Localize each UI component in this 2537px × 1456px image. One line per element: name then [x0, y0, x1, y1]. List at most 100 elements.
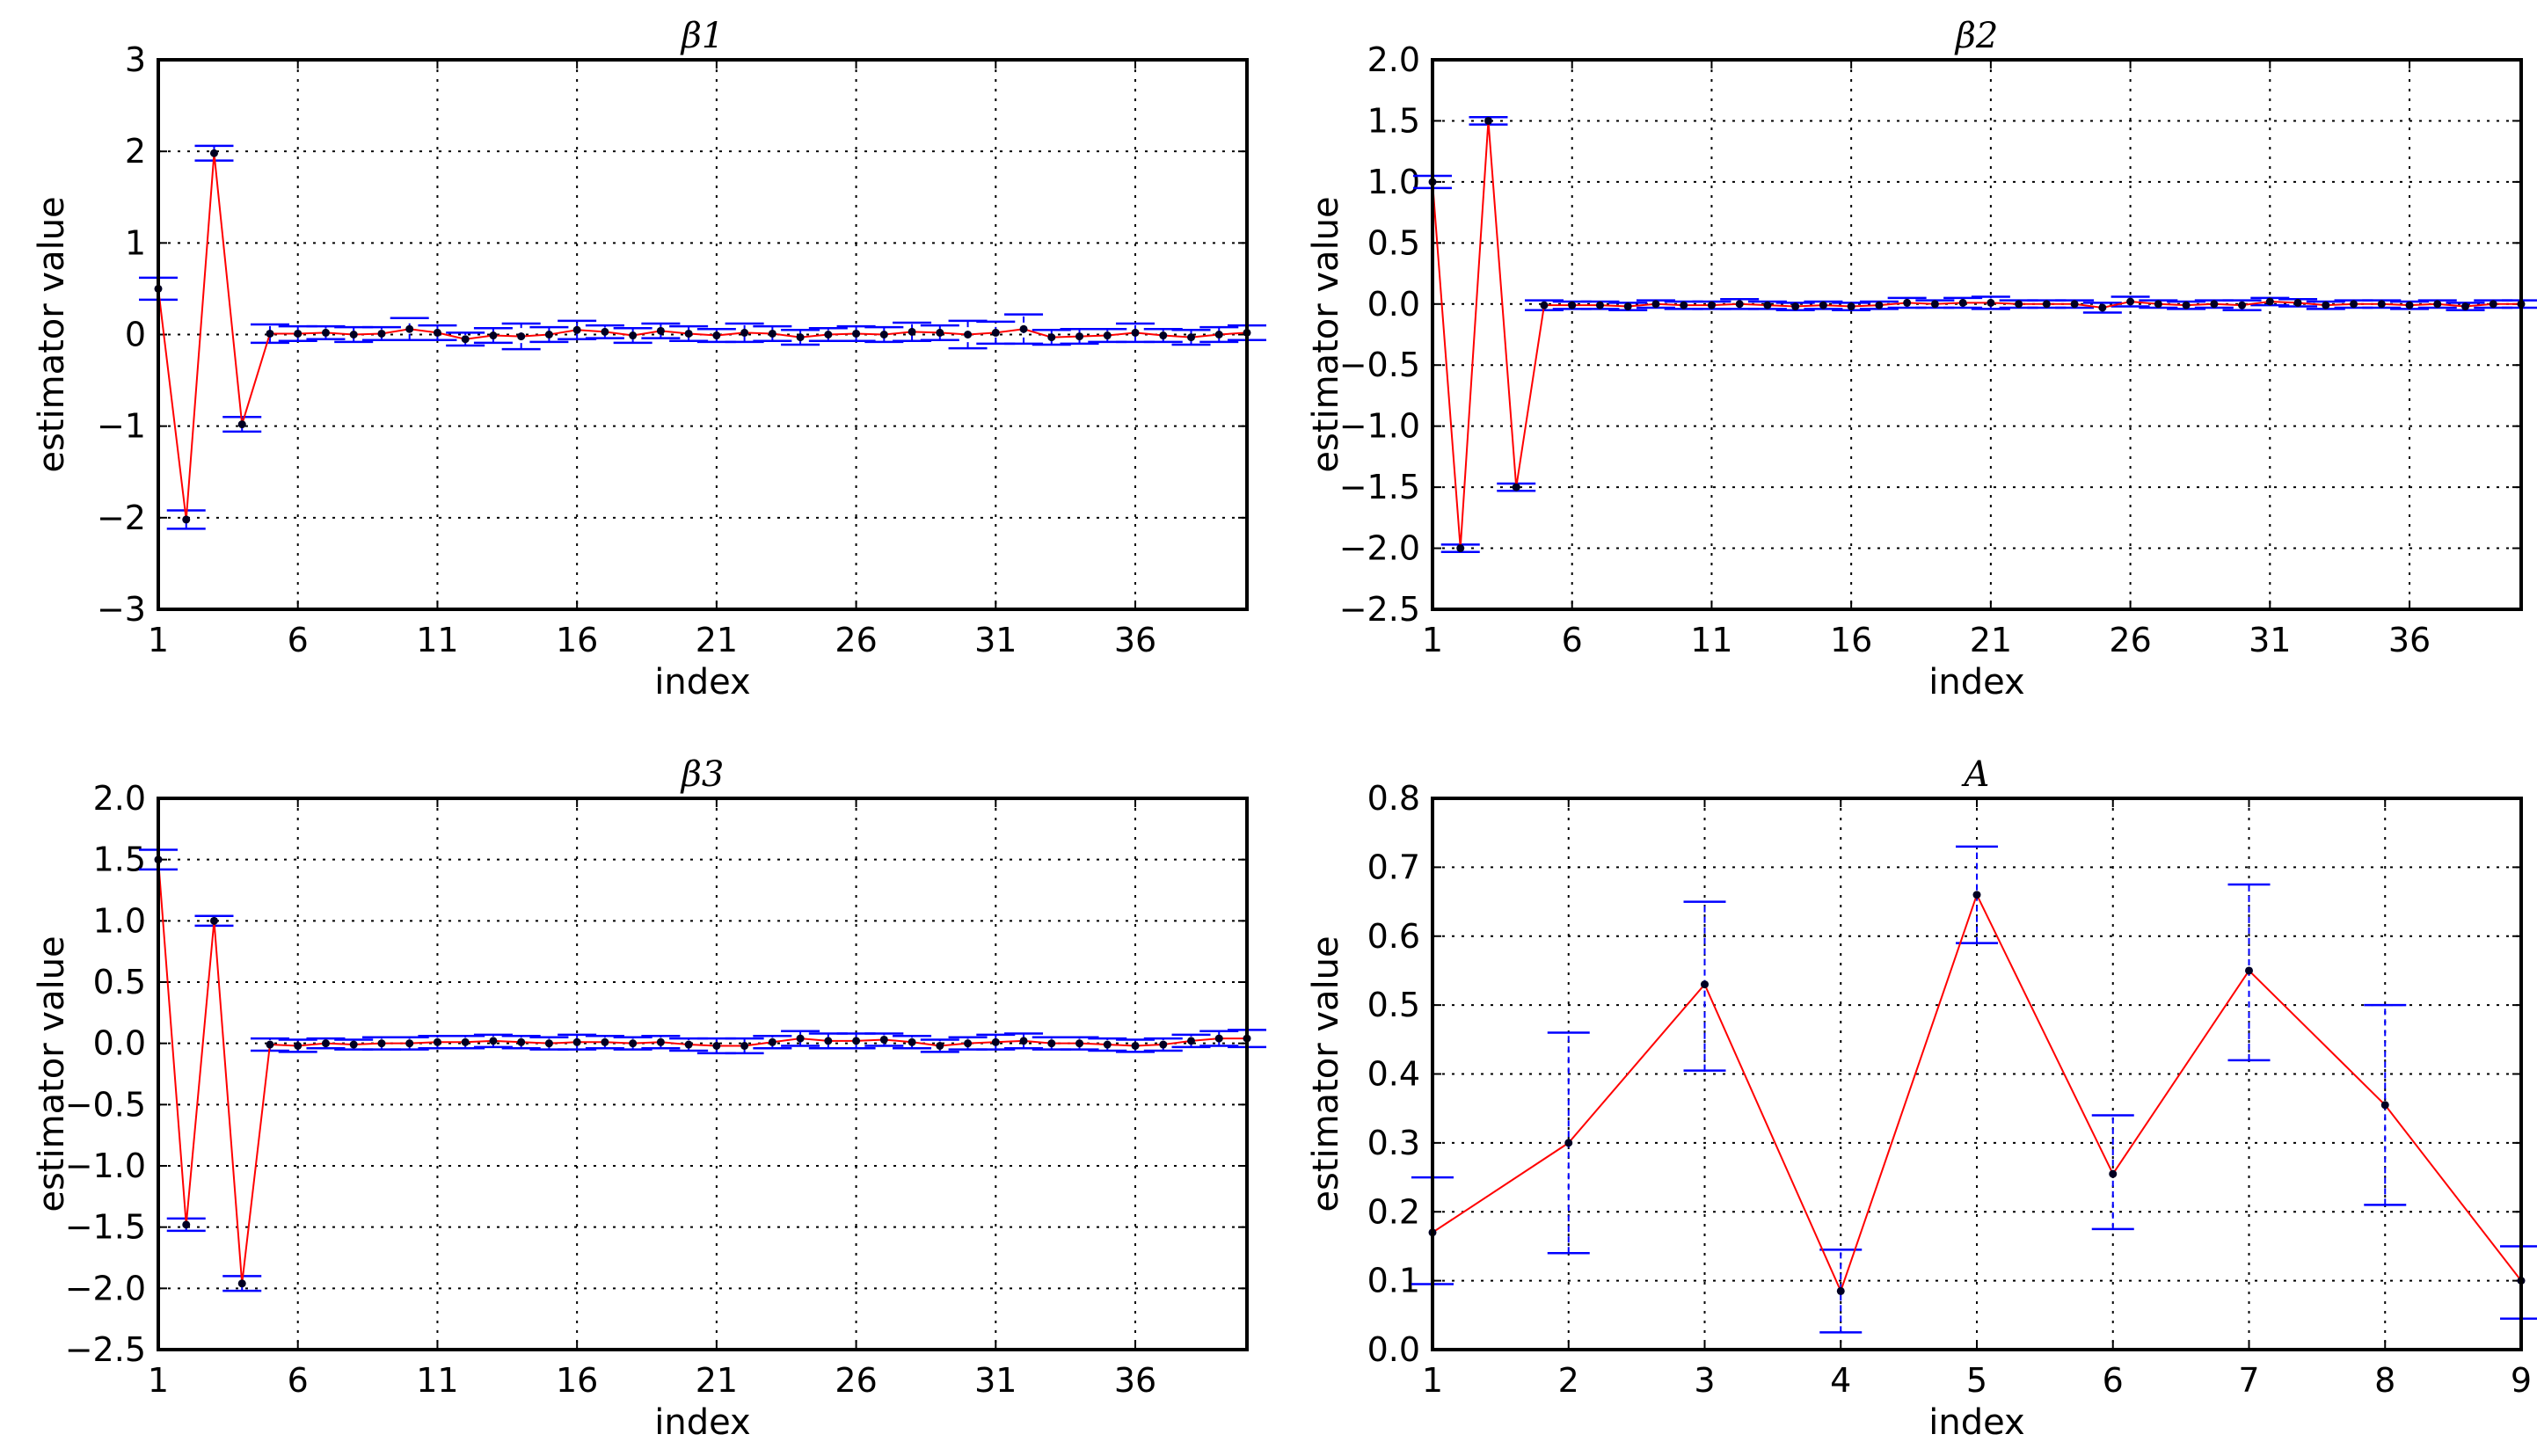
data-point: [2322, 301, 2330, 309]
y-tick-label: 1.0: [1367, 163, 1420, 201]
x-tick-label: 36: [2388, 621, 2431, 659]
x-tick-label: 16: [556, 1361, 598, 1400]
data-point: [1763, 301, 1772, 309]
data-point: [656, 1037, 665, 1046]
data-point: [1103, 331, 1112, 340]
data-point: [908, 1037, 916, 1046]
data-point: [1680, 301, 1688, 309]
data-point: [908, 327, 916, 336]
y-tick-label: −0.5: [1339, 346, 1420, 384]
y-tick-label: 0.4: [1367, 1055, 1420, 1094]
x-tick-label: 9: [2511, 1361, 2532, 1400]
x-tick-label: 36: [1114, 1361, 1156, 1400]
y-tick-label: 0.5: [93, 963, 146, 1001]
data-point: [1159, 1040, 1168, 1049]
y-tick-label: 0.8: [1367, 779, 1420, 818]
x-tick-label: 2: [1558, 1361, 1579, 1400]
data-point: [237, 1279, 246, 1288]
data-point: [991, 328, 1000, 337]
x-tick-label: 1: [148, 1361, 169, 1400]
data-point: [2350, 300, 2358, 309]
y-tick-label: −2.0: [65, 1269, 146, 1307]
x-axis-label: index: [1928, 662, 2024, 703]
data-point: [461, 1037, 470, 1046]
x-tick-label: 26: [835, 1361, 877, 1400]
x-tick-label: 1: [148, 621, 169, 659]
y-tick-label: −3: [97, 590, 146, 629]
data-point: [1214, 331, 1223, 339]
data-point: [1819, 301, 1827, 309]
data-point: [182, 515, 191, 524]
data-point: [1568, 301, 1577, 309]
data-point: [1187, 1037, 1196, 1045]
data-point: [321, 328, 330, 337]
data-point: [209, 149, 218, 157]
data-point: [964, 331, 973, 339]
data-point: [684, 1040, 693, 1049]
data-point: [2245, 966, 2253, 975]
data-point: [852, 1037, 861, 1045]
data-point: [2489, 300, 2497, 309]
y-axis-label: estimator value: [32, 935, 72, 1212]
data-point: [321, 1039, 330, 1048]
data-point: [1701, 980, 1709, 989]
x-tick-label: 3: [1694, 1361, 1715, 1400]
y-tick-label: 0.1: [1367, 1262, 1420, 1300]
data-point: [349, 1040, 358, 1049]
data-point: [656, 326, 665, 335]
data-point: [740, 1041, 749, 1050]
y-tick-label: 0.5: [1367, 223, 1420, 262]
y-tick-label: 0.7: [1367, 848, 1420, 886]
plot-frame: [157, 797, 1249, 1351]
x-tick-label: 26: [835, 621, 877, 659]
x-tick-label: 16: [556, 621, 598, 659]
data-point: [294, 329, 303, 338]
data-point: [2380, 1101, 2389, 1110]
data-point: [1075, 332, 1084, 341]
y-tick-label: 1.5: [93, 841, 146, 879]
panel-beta1: β1 index estimator value 1 6 11 16 21 26 31 36−…: [32, 16, 1266, 703]
plot-frame: [157, 58, 1249, 611]
data-point: [1047, 1039, 1056, 1048]
data-point: [824, 331, 833, 339]
data-point: [377, 1039, 386, 1048]
y-tick-label: 0.0: [1367, 1330, 1420, 1369]
data-point: [1512, 483, 1520, 491]
data-point: [544, 331, 553, 339]
data-point: [1484, 116, 1492, 125]
data-point: [1131, 1041, 1140, 1050]
data-point: [1595, 301, 1604, 309]
data-point: [2405, 301, 2414, 309]
data-point: [237, 420, 246, 429]
data-point: [1987, 298, 1995, 307]
x-axis-label: index: [654, 1402, 750, 1443]
y-tick-label: −1: [97, 407, 146, 446]
y-axis-label: estimator value: [1306, 196, 1346, 472]
data-point: [517, 332, 526, 341]
x-tick-label: 6: [1562, 621, 1583, 659]
y-tick-label: 2.0: [1367, 40, 1420, 79]
x-tick-label: 31: [974, 1361, 1017, 1400]
data-point: [1019, 1037, 1028, 1045]
x-tick-label: 6: [288, 1361, 309, 1400]
y-tick-label: 3: [125, 40, 146, 79]
data-point: [349, 331, 358, 339]
data-point: [1214, 1034, 1223, 1043]
y-tick-label: −1.5: [65, 1208, 146, 1247]
data-point: [1131, 328, 1140, 337]
panel-beta3: β3 index estimator value 1 6 11 16 21 26 31 36−…: [32, 754, 1266, 1443]
y-tick-label: 0.5: [1367, 986, 1420, 1024]
data-point: [1047, 333, 1056, 342]
data-point: [2126, 297, 2135, 306]
x-tick-label: 6: [288, 621, 309, 659]
data-point: [964, 1039, 973, 1048]
data-point: [2109, 1169, 2118, 1178]
data-point: [544, 1039, 553, 1048]
data-point: [433, 328, 441, 337]
y-tick-label: −0.5: [65, 1085, 146, 1124]
data-point: [1735, 300, 1744, 309]
data-point: [517, 1037, 526, 1046]
data-point: [433, 1037, 441, 1046]
y-tick-label: 0.0: [93, 1024, 146, 1063]
